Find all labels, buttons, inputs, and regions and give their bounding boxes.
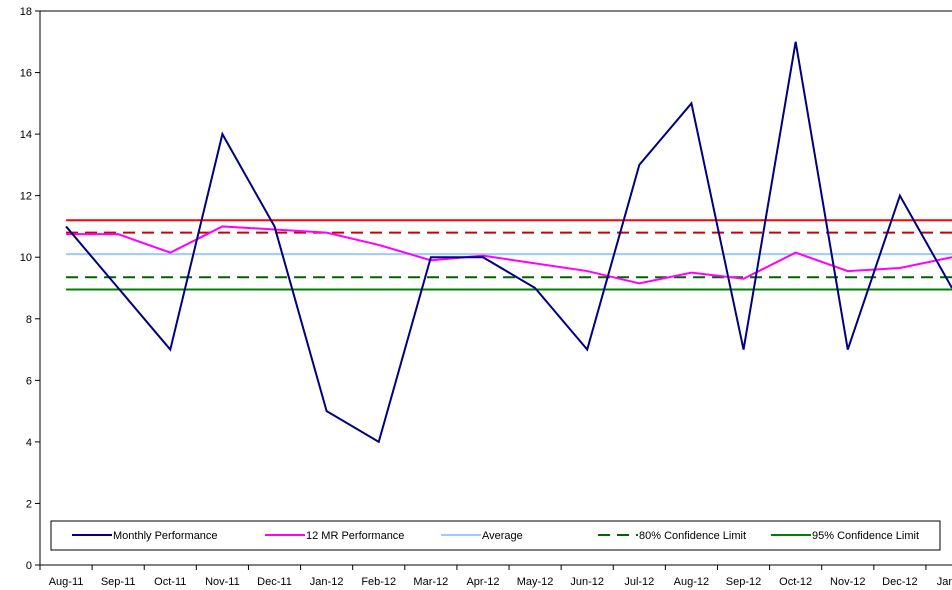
- x-tick-label: Aug-12: [674, 576, 709, 588]
- legend-label-80-confidence-limit: 80% Confidence Limit: [639, 530, 746, 542]
- x-tick-label: May-12: [517, 576, 554, 588]
- x-tick-label: Jun-12: [570, 576, 604, 588]
- series-line-12-mr-performance: [66, 225, 952, 285]
- y-tick-label: 4: [26, 437, 32, 449]
- x-tick-label: Jan-1:: [937, 576, 952, 588]
- x-tick-label: Jan-12: [310, 576, 344, 588]
- y-tick-label: 6: [26, 375, 32, 387]
- plot-area: 0 2 4 6 8 10 12 14 16 18 Aug-11 Sep-11 Oct-11 Nov-11…: [20, 6, 952, 588]
- x-tick-label: Aug-11: [49, 576, 84, 588]
- x-tick-label: Dec-12: [882, 576, 917, 588]
- x-tick-label: Oct-12: [779, 576, 812, 588]
- y-tick-label: 12: [20, 191, 32, 203]
- x-tick-label: Feb-12: [361, 576, 396, 588]
- series-line-monthly-performance: [65, 41, 952, 444]
- x-tick-label: Dec-11: [257, 576, 292, 588]
- series-layer: [65, 41, 952, 444]
- legend-label-average: Average: [482, 530, 523, 542]
- legend-label-12-mr-performance: 12 MR Performance: [306, 530, 404, 542]
- y-tick-label: 2: [26, 498, 32, 510]
- x-tick-label: Jul-12: [624, 576, 654, 588]
- x-tick-label: Mar-12: [413, 576, 448, 588]
- y-tick-label: 18: [20, 6, 32, 18]
- x-axis-ticks: Aug-11 Sep-11 Oct-11 Nov-11 Dec-11 Jan-12 Feb-…: [39, 565, 952, 588]
- y-axis-ticks: 0 2 4 6 8 10 12 14 16 18: [20, 6, 40, 572]
- y-tick-label: 16: [20, 68, 32, 80]
- x-tick-label: Oct-11: [154, 576, 186, 588]
- y-tick-label: 8: [26, 314, 32, 326]
- x-tick-label: Nov-12: [830, 576, 865, 588]
- x-tick-label: Nov-11: [205, 576, 240, 588]
- legend-label-monthly-performance: Monthly Performance: [113, 530, 218, 542]
- x-tick-label: Sep-12: [726, 576, 761, 588]
- legend-label-95-confidence-limit: 95% Confidence Limit: [812, 530, 919, 542]
- y-tick-label: 0: [26, 560, 32, 572]
- y-tick-label: 10: [20, 252, 32, 264]
- legend-items: Monthly Performance 12 MR Performance Aver…: [72, 530, 919, 542]
- legend: Monthly Performance 12 MR Performance Aver…: [50, 520, 941, 551]
- y-tick-label: 14: [20, 129, 32, 141]
- x-tick-label: Apr-12: [466, 576, 499, 588]
- x-tick-label: Sep-11: [101, 576, 136, 588]
